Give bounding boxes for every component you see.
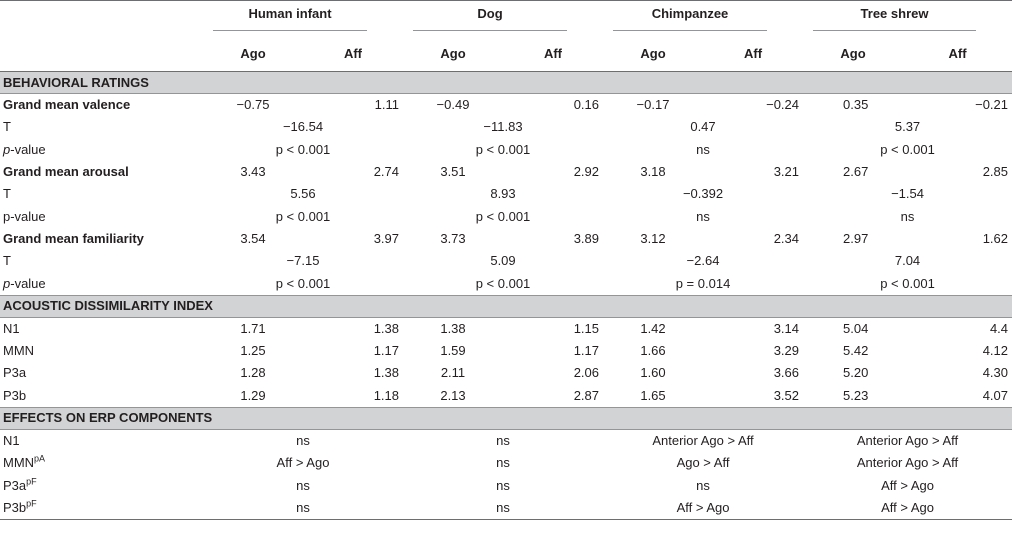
col-aff: Aff	[703, 37, 804, 72]
col-ago: Ago	[403, 37, 503, 72]
col-aff: Aff	[903, 37, 1012, 72]
table-row: MMNpA Aff > Ago ns Ago > Aff Anterior Ag…	[3, 453, 959, 471]
col-ago: Ago	[803, 37, 904, 72]
table-row: N1 1.71 1.38 1.38 1.15 1.42 3.14 5.04 4.…	[3, 320, 1009, 336]
results-table: Human infant Dog Chimpanzee Tree shrew A…	[0, 0, 1012, 521]
table-row: p-value p < 0.001 p < 0.001 ns p < 0.001	[3, 141, 935, 157]
table-row: P3a 1.28 1.38 2.11 2.06 1.60 3.66 5.20 4…	[3, 365, 1009, 381]
section-effects-erp: EFFECTS ON ERP COMPONENTS	[0, 406, 1012, 430]
table-row: p-value p < 0.001 p < 0.001 ns ns	[3, 208, 915, 224]
table-row: T 5.56 8.93 −0.392 −1.54	[3, 186, 924, 202]
condition-header-row: Ago Aff Ago Aff Ago Aff Ago Aff	[0, 37, 1012, 72]
table-row: P3apF ns ns ns Aff > Ago	[3, 476, 934, 493]
col-aff: Aff	[303, 37, 403, 72]
table-row: T −16.54 −11.83 0.47 5.37	[3, 119, 921, 135]
group-header-tree-shrew: Tree shrew	[803, 0, 1012, 37]
section-acoustic-dissimilarity: ACOUSTIC DISSIMILARITY INDEX	[0, 294, 1012, 318]
col-aff: Aff	[503, 37, 603, 72]
col-ago: Ago	[203, 37, 303, 72]
group-header-chimpanzee: Chimpanzee	[603, 0, 804, 37]
group-header-dog: Dog	[403, 0, 603, 37]
table-row: P3b 1.29 1.18 2.13 2.87 1.65 3.52 5.23 4…	[3, 387, 1009, 403]
table-row: p-value p < 0.001 p < 0.001 p = 0.014 p …	[3, 275, 935, 291]
table-row: MMN 1.25 1.17 1.59 1.17 1.66 3.29 5.42 4…	[3, 343, 1009, 359]
table-row: P3bpF ns ns Aff > Ago Aff > Ago	[0, 496, 1012, 521]
table-row: T −7.15 5.09 −2.64 7.04	[3, 253, 921, 269]
col-ago: Ago	[603, 37, 703, 72]
group-header-human-infant: Human infant	[203, 0, 403, 37]
table-row: Grand mean arousal 3.43 2.74 3.51 2.92 3…	[3, 164, 1009, 180]
table-row: Grand mean valence −0.75 1.11 −0.49 0.16…	[3, 97, 1009, 113]
table-row: Grand mean familiarity 3.54 3.97 3.73 3.…	[3, 230, 1009, 246]
table-row: N1 ns ns Anterior Ago > Aff Anterior Ago…	[3, 433, 959, 448]
section-behavioral-ratings: BEHAVIORAL RATINGS	[0, 71, 1012, 94]
group-header-row: Human infant Dog Chimpanzee Tree shrew	[0, 0, 1012, 37]
